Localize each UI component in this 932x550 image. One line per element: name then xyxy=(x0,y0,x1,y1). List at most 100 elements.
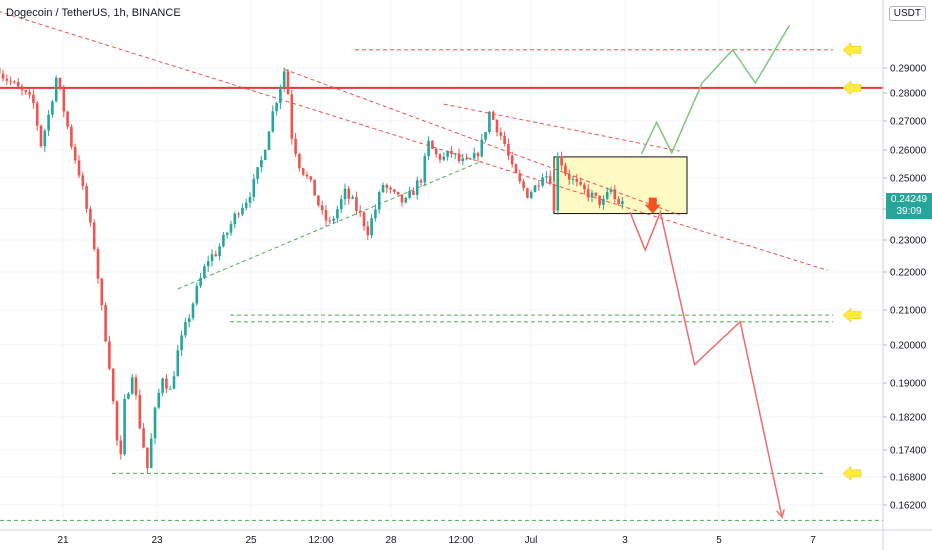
annotation-lines-layer xyxy=(0,11,883,521)
candle-body xyxy=(590,192,594,198)
candle-body xyxy=(81,175,85,187)
candle-body xyxy=(442,156,446,160)
candle-body xyxy=(47,114,50,131)
price-tick-label: 0.23000 xyxy=(890,236,927,247)
candle-body xyxy=(514,164,518,174)
candle-body xyxy=(400,194,404,203)
candle-body xyxy=(499,132,503,136)
candle-body xyxy=(351,196,354,199)
candle-body xyxy=(472,153,476,159)
time-tick-label: 28 xyxy=(385,535,397,546)
level-arrow-icon xyxy=(842,465,862,481)
candle-body xyxy=(28,92,31,95)
candle-body xyxy=(484,132,487,140)
candle-body xyxy=(343,188,347,200)
candle-body xyxy=(138,395,142,429)
candle-body xyxy=(43,130,47,147)
candle-body xyxy=(92,222,96,250)
candle-body xyxy=(286,71,290,95)
candle-body xyxy=(176,350,180,377)
currency-button[interactable]: USDT xyxy=(888,6,926,21)
candle-body xyxy=(317,195,320,206)
candle-body xyxy=(446,150,449,157)
candle-body xyxy=(328,220,332,222)
candle-body xyxy=(404,197,408,203)
candle-body xyxy=(560,156,563,166)
candle-body xyxy=(461,158,465,162)
candle-body xyxy=(237,213,240,215)
level-arrow-icon xyxy=(842,80,862,96)
candle-body xyxy=(233,213,237,225)
candle-body xyxy=(332,218,335,221)
candle-body xyxy=(248,197,252,203)
candle-body xyxy=(39,125,43,147)
time-tick-label: 21 xyxy=(57,535,69,546)
candle-body xyxy=(20,86,24,91)
candle-body xyxy=(123,398,126,455)
candle-body xyxy=(339,199,343,210)
candle-body xyxy=(564,165,567,175)
candle-body xyxy=(127,393,130,399)
candle-body xyxy=(180,335,183,351)
candle-body xyxy=(453,153,457,155)
candle-body xyxy=(111,368,115,402)
candle-body xyxy=(423,156,427,183)
price-tick-label: 0.16200 xyxy=(890,501,927,512)
price-tick-label: 0.26000 xyxy=(890,146,927,157)
candle-body xyxy=(609,189,613,193)
candle-body xyxy=(146,447,149,469)
candle-body xyxy=(1,73,5,79)
candle-body xyxy=(149,438,153,469)
chart-title: Dogecoin / TetherUS, 1h, BINANCE xyxy=(6,7,181,19)
candle-body xyxy=(389,187,392,190)
price-tick-label: 0.19000 xyxy=(890,379,927,390)
candle-body xyxy=(324,210,328,221)
candle-body xyxy=(0,68,1,74)
candle-body xyxy=(191,303,195,319)
candle-body xyxy=(241,207,244,215)
candle-body xyxy=(199,277,202,286)
candle-body xyxy=(605,192,609,199)
candle-body xyxy=(51,101,54,115)
candle-body xyxy=(214,254,218,257)
candle-body xyxy=(469,158,472,160)
price-tick-label: 0.17400 xyxy=(890,446,927,457)
candle-body xyxy=(567,174,571,180)
candle-body xyxy=(267,131,271,151)
plot-area xyxy=(0,11,883,521)
candle-body xyxy=(298,154,301,169)
candle-body xyxy=(393,189,396,192)
candle-body xyxy=(206,261,210,267)
candle-body xyxy=(108,341,111,369)
candle-body xyxy=(552,183,556,211)
candle-body xyxy=(503,135,506,144)
candle-body xyxy=(491,111,495,120)
time-tick-label: 3 xyxy=(622,535,628,546)
candle-body xyxy=(184,322,187,336)
candle-body xyxy=(195,285,199,304)
candle-body xyxy=(571,178,575,180)
candle-body xyxy=(526,188,529,198)
candle-body xyxy=(586,189,590,198)
candle-body xyxy=(222,234,225,247)
candle-body xyxy=(480,139,484,157)
price-tick-label: 0.25000 xyxy=(890,174,927,185)
candle-body xyxy=(77,160,81,176)
candle-body xyxy=(70,126,73,147)
bullish-projection xyxy=(640,24,791,155)
candle-body xyxy=(142,428,145,448)
time-tick-label: 5 xyxy=(716,535,722,546)
candle-body xyxy=(210,254,214,262)
candle-body xyxy=(594,192,598,196)
candle-body xyxy=(621,201,624,205)
candle-body xyxy=(104,305,107,342)
time-tick-label: 25 xyxy=(245,535,257,546)
price-tick-label: 0.18200 xyxy=(890,413,927,424)
candle-body xyxy=(85,186,88,209)
candle-body xyxy=(157,392,161,408)
candle-body xyxy=(522,181,525,189)
price-tick-label: 0.28000 xyxy=(890,89,927,100)
candle-body xyxy=(537,185,541,187)
candle-body xyxy=(545,176,548,178)
